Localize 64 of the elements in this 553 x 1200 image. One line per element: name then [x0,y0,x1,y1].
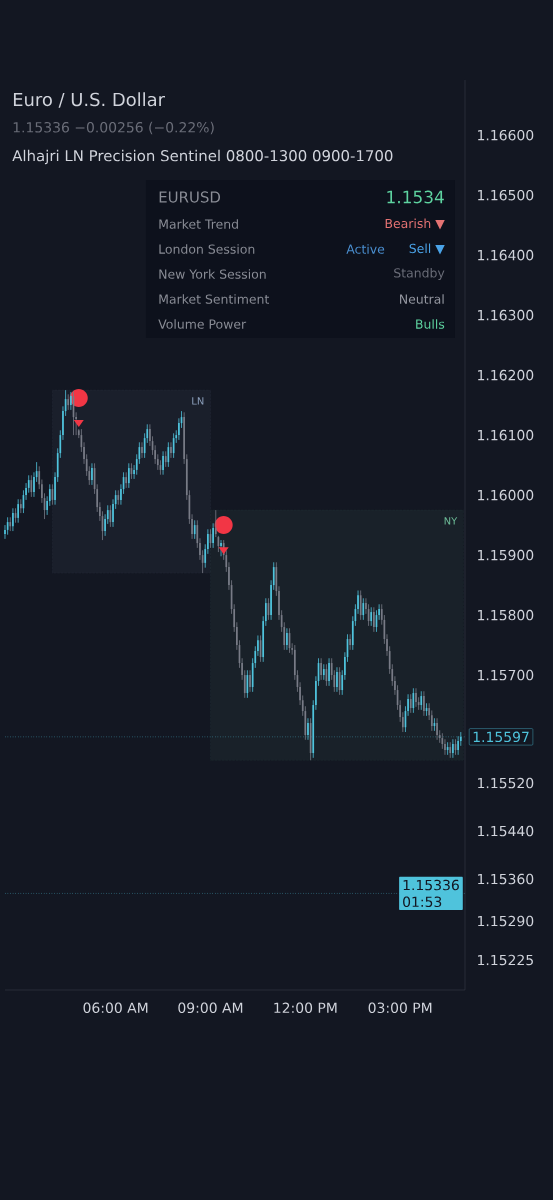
candlestick [141,441,143,459]
candlestick [373,606,375,633]
annotation: 01:53 [403,896,442,908]
point [73,420,84,428]
annotation: Market Sentiment [159,294,270,304]
x-tick-label: 09:00 AM [178,1002,243,1014]
candlestick [423,690,425,717]
y-tick-label: 1.16600 [478,129,534,141]
x-tick-label: 03:00 PM [368,1002,432,1014]
annotation: Bearish ▼ [385,218,445,230]
annotation: New York Session [159,269,266,279]
band-label: NY [444,517,458,525]
y-tick-label: 1.15800 [478,609,534,621]
ref-line-label: 1.15336 [403,879,459,891]
y-tick-label: 1.15700 [478,669,534,681]
annotation: Standby [394,267,445,281]
candlestick [307,717,309,741]
y-tick-label: 1.15900 [478,549,534,561]
ref-line-label: 1.15597 [473,731,529,743]
candlestick [214,509,217,538]
y-tick-label: 1.15225 [478,954,533,966]
candlestick [320,657,322,681]
annotation: Alhajri LN Precision Sentinel 0800-1300 0900-1700 [12,149,393,165]
annotation: London Session [159,244,255,254]
candlestick [362,597,365,621]
y-tick-label: 1.15440 [478,825,534,837]
candlestick [220,539,222,557]
candlestick [70,391,72,411]
candlestick [91,462,93,486]
annotation: Volume Power [158,319,247,329]
annotation: 1.1534 [387,190,444,204]
band-label: LN [192,397,204,405]
y-tick-label: 1.16500 [478,189,534,201]
candlestick [249,669,251,693]
x-tick-label: 12:00 PM [274,1002,337,1014]
annotation: Market Trend [159,219,238,229]
point [218,547,229,555]
y-tick-label: 1.16100 [478,429,534,441]
annotation: Sell ▼ [409,243,445,255]
y-tick-label: 1.15520 [478,777,534,789]
candlestick [409,693,412,714]
y-tick-label: 1.16300 [478,309,534,321]
candlestick [415,687,417,708]
annotation: Active [346,244,385,254]
candlestick [286,627,288,651]
y-tick-label: 1.15290 [478,915,534,927]
text: 1.15336 −0.00256 (−0.22%) [13,121,214,135]
annotation: Bulls [416,319,445,329]
candlestick [359,590,362,621]
candlestick [170,441,172,459]
y-tick-label: 1.16000 [478,489,534,501]
candlestick [19,498,22,514]
candlestick [328,657,330,687]
x-tick-label: 06:00 AM [83,1002,148,1014]
candlestick [9,516,12,532]
y-tick-label: 1.16400 [478,249,534,261]
text: Euro / U.S. Dollar [13,92,166,108]
y-tick-label: 1.16200 [478,369,534,381]
point [214,516,233,535]
candlestick [349,633,351,651]
annotation: EURUSD [159,191,221,203]
candlestick [336,666,338,693]
annotation: Neutral [400,294,444,304]
y-tick-label: 1.15360 [478,873,534,885]
